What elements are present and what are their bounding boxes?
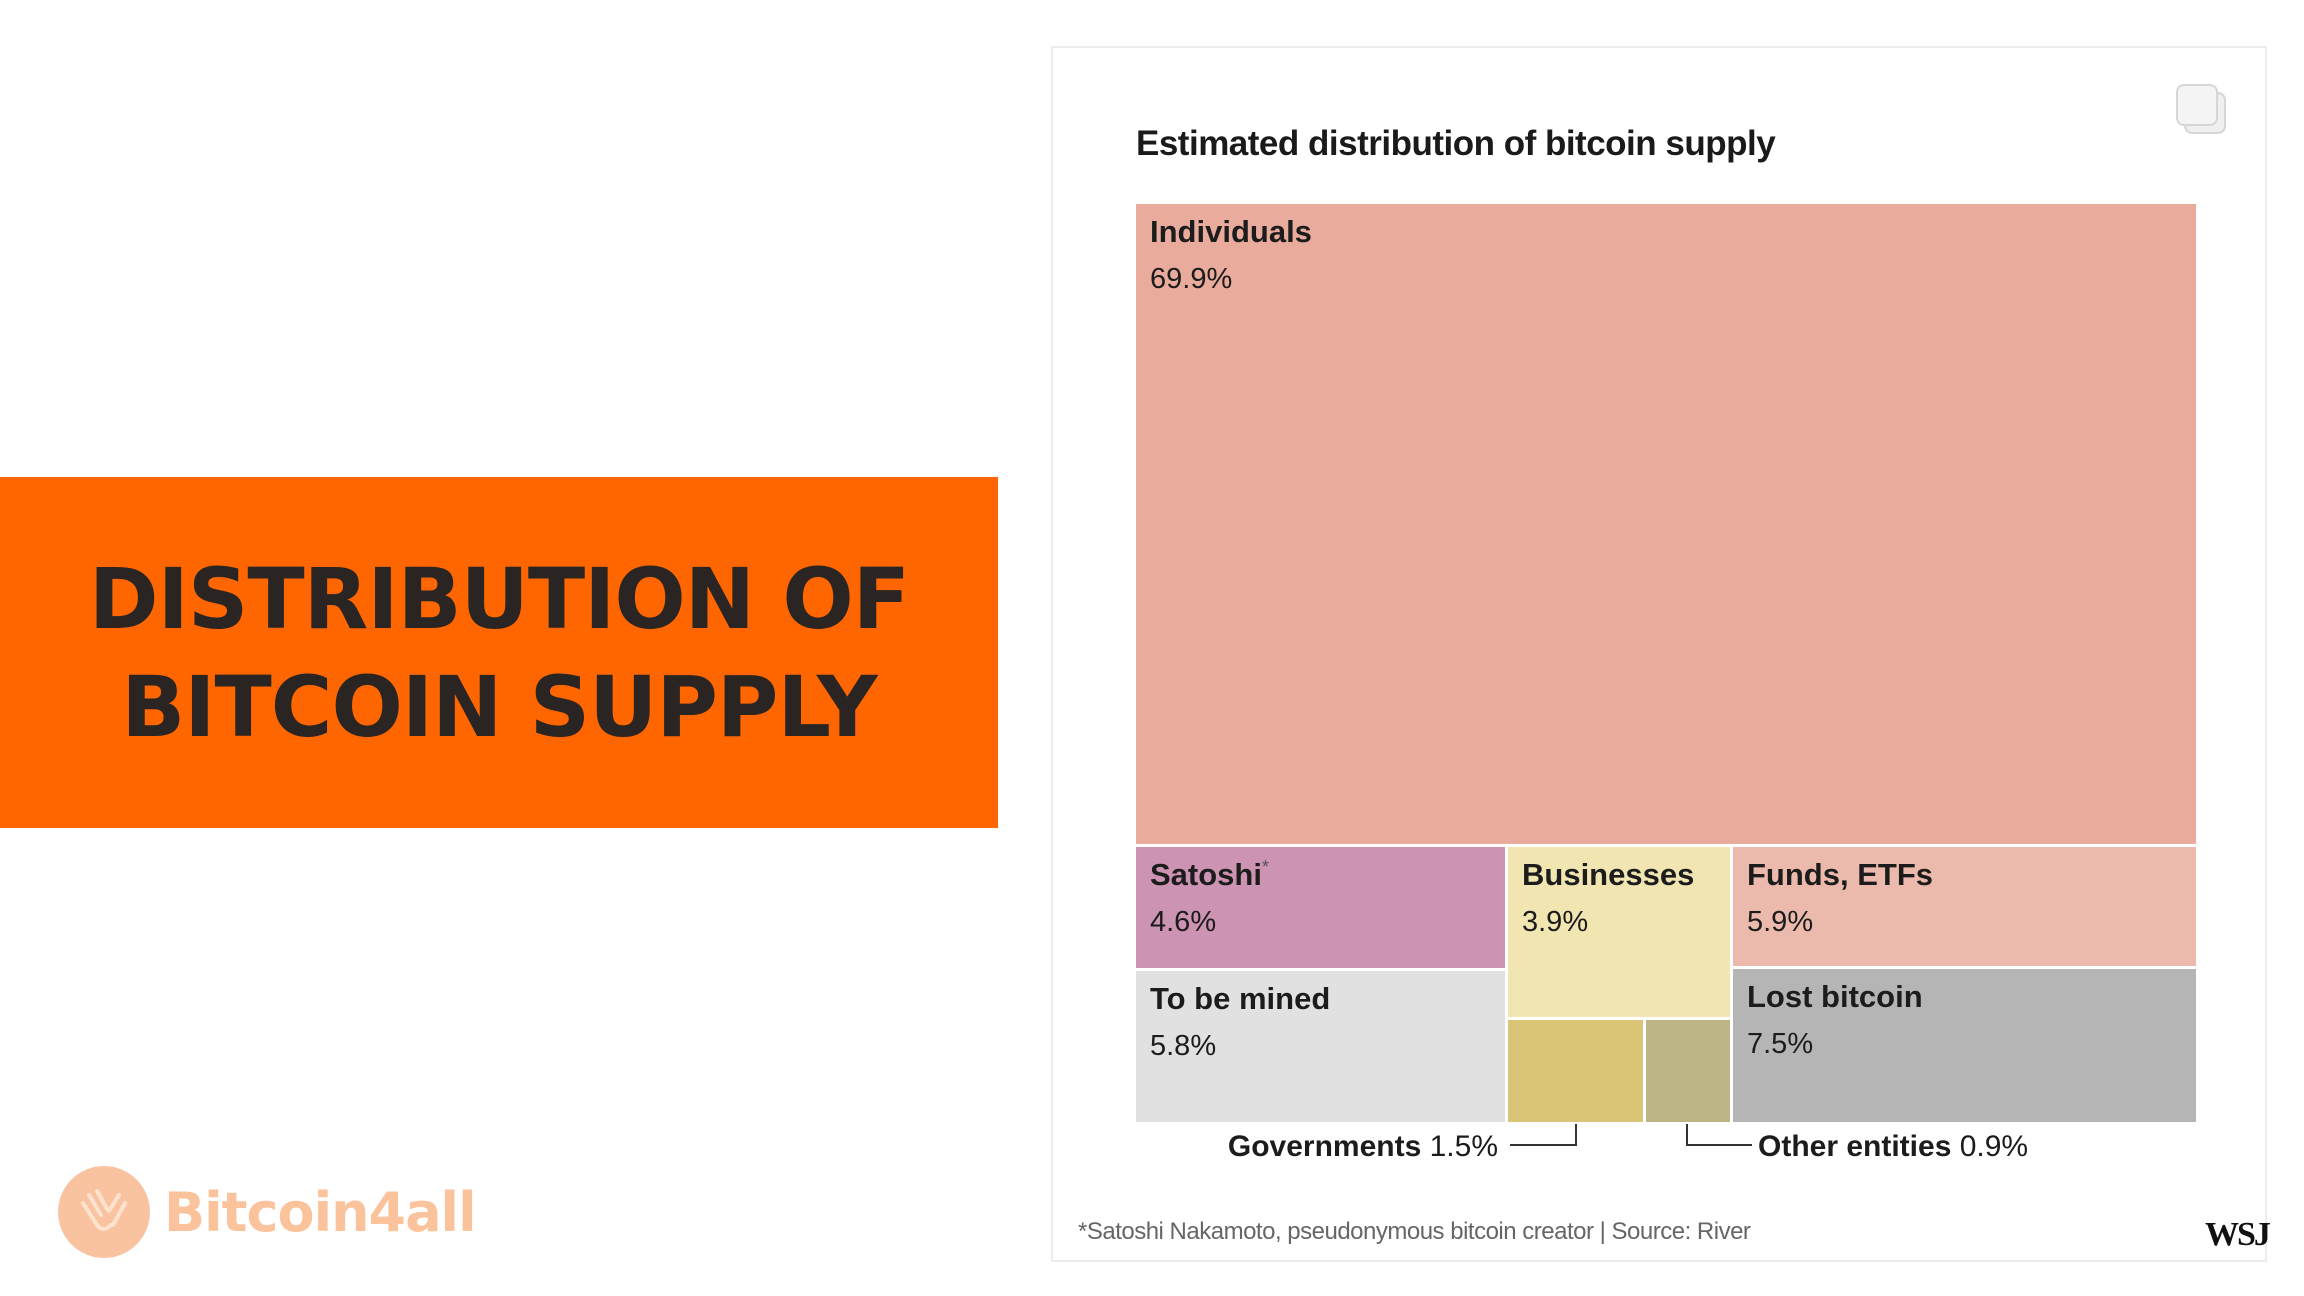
treemap-value-to-be-mined: 5.8%: [1150, 1030, 1216, 1062]
treemap-value-funds-etfs: 5.9%: [1747, 906, 1813, 938]
callout-label-governments: Governments 1.5%: [1228, 1130, 1498, 1163]
treemap-value-businesses: 3.9%: [1522, 906, 1588, 938]
callout-line-other-entities: [1686, 1124, 1752, 1146]
copy-icon[interactable]: [2176, 84, 2228, 136]
treemap-value-satoshi: 4.6%: [1150, 906, 1216, 938]
treemap-label-individuals: Individuals: [1150, 214, 1312, 249]
treemap-value-individuals: 69.9%: [1150, 263, 1232, 295]
brand-logo: Bitcoin4all: [58, 1166, 477, 1258]
treemap-cell-governments: [1508, 1020, 1643, 1122]
treemap-label-to-be-mined: To be mined: [1150, 981, 1330, 1016]
treemap-label-satoshi: Satoshi*: [1150, 857, 1269, 892]
banner-title-line-2: BITCOIN SUPPLY: [121, 657, 878, 756]
banner-title-line-1: DISTRIBUTION OF: [88, 549, 910, 648]
brand-name: Bitcoin4all: [164, 1180, 477, 1244]
callout-line-governments: [1510, 1124, 1577, 1146]
title-banner: DISTRIBUTION OF BITCOIN SUPPLY: [0, 477, 998, 828]
treemap-cell-individuals: [1136, 204, 2196, 844]
chart-footnote: *Satoshi Nakamoto, pseudonymous bitcoin …: [1078, 1218, 1751, 1245]
treemap-cell-to-be-mined: [1136, 971, 1505, 1122]
treemap-cell-lost-bitcoin: [1733, 969, 2196, 1122]
treemap-label-funds-etfs: Funds, ETFs: [1747, 857, 1933, 892]
chart-title: Estimated distribution of bitcoin supply: [1136, 124, 1776, 163]
hands-icon: [58, 1166, 150, 1258]
treemap-cell-funds-etfs: [1733, 847, 2196, 966]
callout-label-other-entities: Other entities 0.9%: [1758, 1130, 2028, 1163]
treemap-label-lost-bitcoin: Lost bitcoin: [1747, 979, 1923, 1014]
treemap-cell-businesses: [1508, 847, 1730, 1017]
wsj-logo: WSJ: [2205, 1216, 2271, 1253]
treemap-label-businesses: Businesses: [1522, 857, 1694, 892]
treemap-cell-satoshi: [1136, 847, 1505, 968]
treemap-value-lost-bitcoin: 7.5%: [1747, 1028, 1813, 1060]
treemap-cell-other-entities: [1646, 1020, 1730, 1122]
